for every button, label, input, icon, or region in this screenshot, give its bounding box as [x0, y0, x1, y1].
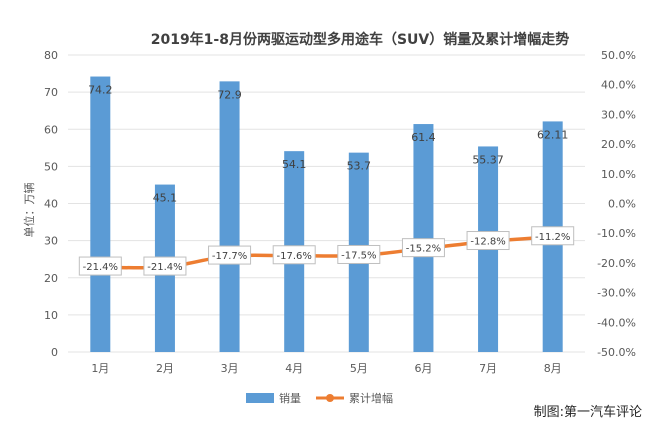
bar-data-label: 45.1 — [153, 192, 178, 205]
chart-title: 2019年1-8月份两驱运动型多用途车（SUV）销量及累计增幅走势 — [151, 31, 570, 48]
line-label-box — [337, 244, 381, 264]
line-label-box — [208, 245, 252, 265]
line-label-box — [78, 256, 122, 276]
y2-tick-label: -30.0% — [597, 287, 636, 300]
x-tick-label: 8月 — [544, 362, 562, 375]
y2-tick-label: 30.0% — [601, 108, 636, 121]
y2-tick-label: -20.0% — [597, 257, 636, 270]
legend-line-marker — [326, 394, 334, 402]
legend-label: 销量 — [279, 391, 301, 405]
x-tick-label: 1月 — [91, 362, 109, 375]
line-data-label: -17.5% — [341, 250, 376, 261]
bar-data-label: 61.4 — [411, 131, 436, 144]
bar-data-label: 72.9 — [217, 88, 242, 101]
bar — [219, 81, 240, 352]
x-tick-label: 6月 — [414, 362, 432, 375]
line-data-label: -17.7% — [212, 251, 247, 262]
y2-tick-label: 20.0% — [601, 138, 636, 151]
bar — [90, 76, 111, 352]
y2-tick-label: -10.0% — [597, 227, 636, 240]
grid — [68, 54, 585, 353]
x-tick-label: 3月 — [221, 362, 239, 375]
line-data-label: -21.4% — [147, 262, 182, 273]
bar-data-label: 55.37 — [472, 153, 504, 166]
x-tick-label: 7月 — [479, 362, 497, 375]
y2-tick-label: 0.0% — [608, 198, 636, 211]
y-tick-label: 10 — [44, 309, 58, 322]
chart-credit: 制图:第一汽车评论 — [534, 404, 642, 420]
line-label-box — [272, 245, 316, 265]
y2-tick-label: -40.0% — [597, 316, 636, 329]
y-tick-label: 20 — [44, 272, 58, 285]
legend-label: 累计增幅 — [349, 391, 393, 405]
line-label-box — [143, 256, 187, 276]
y2-tick-label: 40.0% — [601, 79, 636, 92]
bar-data-label: 62.11 — [537, 128, 569, 141]
line-data-label: -11.2% — [535, 232, 570, 243]
y-axis-label: 单位：万辆 — [22, 183, 36, 238]
axes: 0 10 20 30 40 50 60 70 80 -50.0% -40.0% -30.0% -20.0… — [44, 49, 636, 375]
bar-data-label: 74.2 — [88, 84, 113, 97]
bar-data-label: 54.1 — [282, 158, 307, 171]
line-data-label: -15.2% — [406, 244, 441, 255]
y-tick-label: 30 — [44, 235, 58, 248]
y-tick-label: 70 — [44, 86, 58, 99]
y2-tick-label: 50.0% — [601, 49, 636, 62]
line-data-label: -12.8% — [470, 237, 505, 248]
line-label-box — [466, 231, 510, 251]
line-data-label: -17.6% — [276, 251, 311, 262]
y2-tick-label: -50.0% — [597, 346, 636, 359]
y2-tick-label: 10.0% — [601, 168, 636, 181]
bar-series — [90, 76, 563, 353]
x-tick-label: 5月 — [350, 362, 368, 375]
legend: 销量 累计增幅 — [246, 391, 393, 405]
data-labels: 74.2 45.1 72.9 54.1 53.7 61.4 55.37 62.11 -21.4%… — [78, 84, 575, 276]
x-tick-label: 4月 — [285, 362, 303, 375]
bar-data-label: 53.7 — [347, 160, 372, 173]
line-data-label: -21.4% — [83, 262, 118, 273]
y-tick-label: 40 — [44, 198, 58, 211]
legend-bar-swatch — [246, 393, 274, 403]
x-tick-label: 2月 — [156, 362, 174, 375]
y-tick-label: 60 — [44, 123, 58, 136]
y-tick-label: 50 — [44, 160, 58, 173]
y-tick-label: 80 — [44, 49, 58, 62]
line-label-box — [401, 238, 445, 258]
line-label-box — [531, 226, 575, 246]
y-tick-label: 0 — [51, 346, 58, 359]
bar — [413, 124, 434, 353]
